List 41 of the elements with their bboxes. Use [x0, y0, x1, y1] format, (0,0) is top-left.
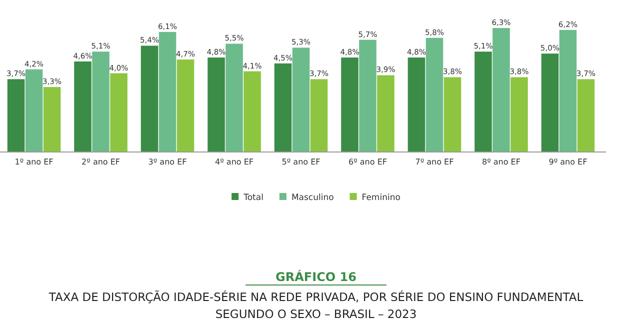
bar — [510, 77, 528, 152]
x-tick-label: 1º ano EF — [14, 158, 54, 167]
bar — [176, 59, 194, 152]
bar — [74, 61, 92, 152]
bar — [559, 30, 577, 152]
x-tick-label: 5º ano EF — [282, 158, 321, 167]
x-tick-label: 4º ano EF — [215, 158, 254, 167]
x-tick-label: 7º ano EF — [415, 158, 454, 167]
bar — [377, 75, 394, 152]
legend-label: Feminino — [362, 193, 400, 203]
x-tick-label: 8º ano EF — [482, 158, 521, 167]
bar — [310, 79, 328, 152]
text: TAXA DE DISTORÇÃO IDADE-SÉRIE NA REDE PRIVADA, POR SÉRIE DO ENSINO FUNDAMENTAL SEGUNDO O SEXO – BRASIL – 2023 — [48, 290, 584, 321]
bar — [226, 44, 243, 152]
bar — [25, 69, 43, 152]
bar — [110, 73, 128, 152]
legend-label: Masculino — [291, 193, 334, 203]
bar — [140, 46, 158, 152]
bar — [426, 38, 444, 152]
bar — [244, 71, 261, 152]
bar — [7, 79, 25, 152]
bar — [43, 87, 61, 152]
bar — [444, 77, 462, 152]
bar — [274, 63, 292, 152]
bar — [292, 48, 310, 152]
x-tick-label: 3º ano EF — [148, 158, 188, 167]
text: GRÁFICO 16 — [276, 269, 356, 284]
bar — [92, 52, 110, 152]
bar — [541, 54, 559, 152]
bar — [208, 58, 225, 152]
legend-label: Total — [242, 193, 264, 203]
bar — [474, 52, 492, 152]
bar — [408, 58, 426, 152]
bar — [577, 79, 595, 152]
bar — [158, 32, 176, 152]
bar — [359, 40, 376, 152]
x-tick-label: 9º ano EF — [548, 158, 588, 167]
bar — [341, 58, 358, 152]
bar — [492, 28, 510, 152]
x-tick-label: 6º ano EF — [348, 158, 388, 167]
x-tick-label: 2º ano EF — [82, 158, 120, 167]
